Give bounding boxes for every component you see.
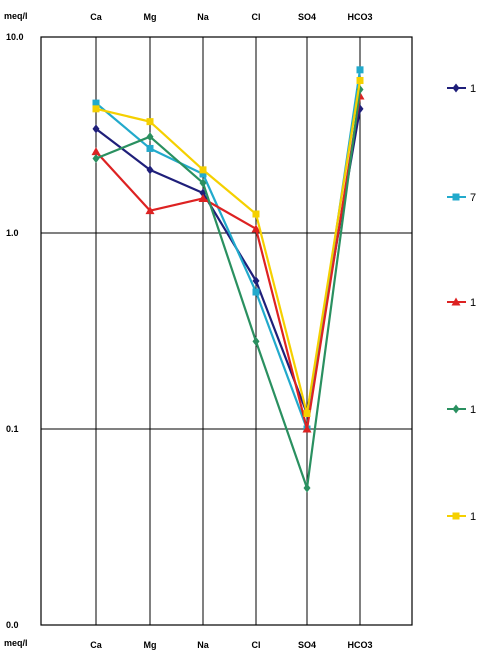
category-label-bottom: Na bbox=[197, 640, 209, 650]
legend-item: 1 bbox=[447, 511, 476, 523]
legend-marker bbox=[452, 83, 460, 93]
legend-label: 1 bbox=[470, 511, 476, 523]
legend-label: 1 bbox=[470, 83, 476, 95]
data-point bbox=[199, 166, 207, 174]
grid bbox=[40, 36, 413, 626]
category-label-top: Mg bbox=[144, 12, 157, 22]
y-tick-labels: 10.0 1.0 0.1 0.0 bbox=[6, 32, 24, 630]
data-point bbox=[252, 288, 260, 296]
category-label-bottom: Mg bbox=[144, 640, 157, 650]
category-label-bottom: Cl bbox=[252, 640, 261, 650]
series-3 bbox=[92, 84, 364, 493]
category-label-top: Na bbox=[197, 12, 209, 22]
legend-item: 1 bbox=[447, 297, 476, 309]
legend-label: 1 bbox=[470, 404, 476, 416]
legend: 1 7 1 1 1 bbox=[447, 83, 476, 523]
data-point bbox=[199, 170, 207, 178]
data-point bbox=[92, 99, 100, 107]
data-point bbox=[198, 193, 208, 202]
category-label-bottom: HCO3 bbox=[347, 640, 372, 650]
legend-marker bbox=[451, 297, 461, 306]
top-category-labels: Ca Mg Na Cl SO4 HCO3 bbox=[90, 12, 372, 22]
legend-item: 7 bbox=[447, 192, 476, 204]
data-point bbox=[145, 206, 155, 215]
data-point bbox=[302, 424, 312, 433]
y-tick-label: 10.0 bbox=[6, 32, 24, 42]
data-series bbox=[91, 66, 365, 493]
data-point bbox=[92, 153, 100, 163]
series-line bbox=[95, 108, 362, 415]
series-4 bbox=[92, 76, 364, 417]
y-axis-label-bottom: meq/l bbox=[4, 638, 28, 648]
data-point bbox=[252, 276, 260, 286]
legend-label: 1 bbox=[470, 297, 476, 309]
series-line bbox=[95, 69, 362, 431]
legend-item: 1 bbox=[447, 404, 476, 416]
data-point bbox=[146, 118, 154, 126]
category-label-top: Ca bbox=[90, 12, 102, 22]
data-point bbox=[356, 76, 364, 84]
data-point bbox=[303, 409, 311, 417]
data-point bbox=[252, 210, 260, 218]
data-point bbox=[251, 224, 261, 233]
bottom-category-labels: Ca Mg Na Cl SO4 HCO3 bbox=[90, 640, 372, 650]
category-label-top: SO4 bbox=[298, 12, 316, 22]
y-tick-label: 1.0 bbox=[6, 228, 19, 238]
data-point bbox=[356, 66, 364, 74]
series-line bbox=[95, 95, 362, 431]
y-tick-label: 0.1 bbox=[6, 424, 19, 434]
data-point bbox=[303, 483, 311, 493]
data-point bbox=[146, 132, 154, 142]
legend-marker bbox=[452, 404, 460, 414]
y-axis-label-top: meq/l bbox=[4, 11, 28, 21]
legend-marker bbox=[452, 512, 460, 520]
category-label-top: HCO3 bbox=[347, 12, 372, 22]
legend-item: 1 bbox=[447, 83, 476, 95]
series-1 bbox=[92, 66, 364, 433]
data-point bbox=[252, 336, 260, 346]
data-point bbox=[146, 165, 154, 175]
series-2 bbox=[91, 91, 365, 433]
data-point bbox=[199, 178, 207, 188]
data-point bbox=[146, 144, 154, 152]
y-tick-label: 0.0 bbox=[6, 620, 19, 630]
series-line bbox=[95, 80, 362, 415]
category-label-bottom: Ca bbox=[90, 640, 102, 650]
legend-marker bbox=[452, 193, 460, 201]
category-label-bottom: SO4 bbox=[298, 640, 316, 650]
data-point bbox=[92, 124, 100, 134]
data-point bbox=[91, 147, 101, 156]
legend-label: 7 bbox=[470, 192, 476, 204]
series-line bbox=[95, 89, 362, 490]
category-label-top: Cl bbox=[252, 12, 261, 22]
data-point bbox=[92, 105, 100, 113]
